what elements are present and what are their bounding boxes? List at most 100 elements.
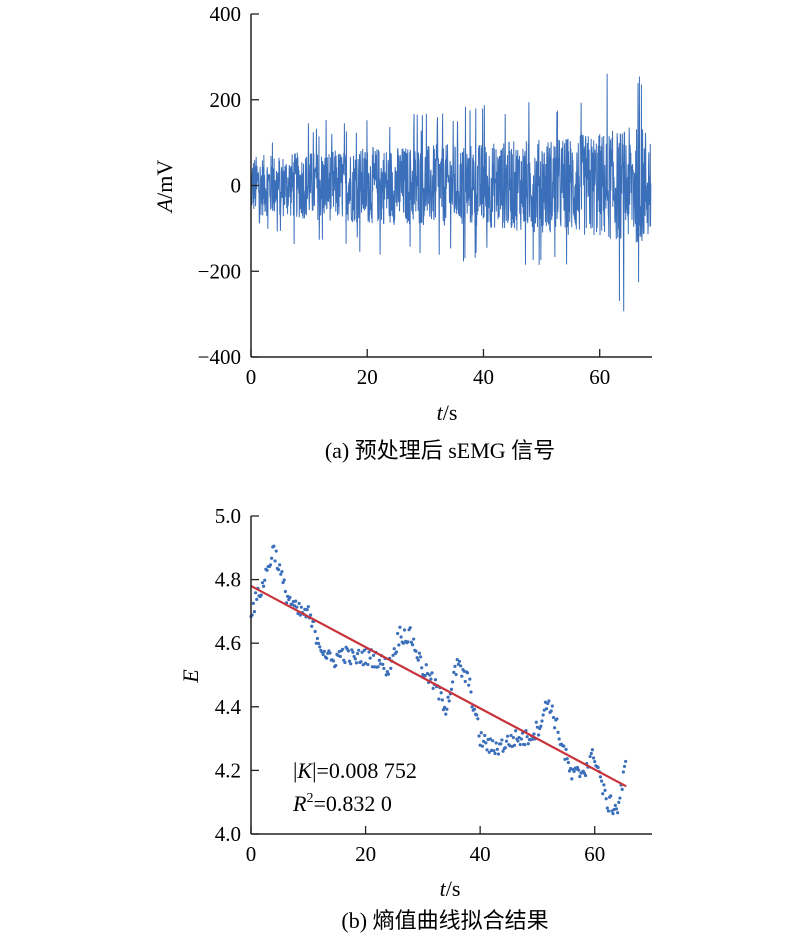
entropy-point — [589, 751, 593, 756]
chart-a-axes: −400 −200 0 200 400 0 20 40 60 — [198, 2, 652, 389]
entropy-point — [268, 563, 273, 567]
entropy-point — [334, 663, 338, 668]
entropy-point — [331, 659, 336, 663]
entropy-point — [610, 809, 614, 813]
entropy-point — [551, 715, 556, 720]
entropy-point — [562, 744, 566, 748]
entropy-point — [509, 733, 513, 738]
entropy-point — [463, 679, 467, 684]
entropy-point — [503, 746, 507, 750]
entropy-point — [539, 724, 543, 728]
entropy-point — [346, 649, 350, 653]
entropy-point — [429, 677, 433, 681]
entropy-point — [446, 695, 450, 699]
chart-a-y-tick-label: −400 — [198, 345, 241, 369]
entropy-point — [347, 659, 352, 663]
entropy-point — [355, 651, 360, 656]
entropy-point — [459, 664, 463, 668]
entropy-point — [541, 713, 545, 717]
entropy-point — [526, 742, 530, 746]
entropy-point — [317, 641, 321, 646]
emg-signal-trace — [250, 73, 652, 312]
entropy-point — [367, 650, 371, 654]
entropy-point — [391, 653, 395, 657]
chart-a-y-label: A/mV — [152, 160, 177, 215]
entropy-point — [251, 601, 255, 605]
chart-b-y-tick-label: 4.6 — [215, 631, 241, 655]
entropy-point — [547, 699, 551, 703]
entropy-point — [517, 735, 521, 740]
entropy-point — [575, 765, 580, 770]
entropy-point — [570, 777, 574, 781]
entropy-point — [376, 665, 380, 669]
annotation-k: |K|=0.008 752 — [293, 758, 417, 783]
entropy-point — [453, 664, 457, 668]
entropy-point — [620, 787, 624, 792]
entropy-point — [418, 655, 423, 659]
entropy-point — [583, 773, 588, 778]
entropy-point — [414, 649, 418, 653]
entropy-point — [298, 613, 302, 617]
entropy-point — [260, 581, 265, 585]
entropy-point — [433, 678, 438, 682]
entropy-point — [294, 599, 298, 603]
entropy-point — [514, 729, 518, 733]
entropy-point — [590, 748, 595, 752]
entropy-point — [318, 645, 322, 649]
entropy-point — [299, 605, 304, 609]
entropy-point — [609, 794, 613, 798]
chart-b-x-tick-label: 0 — [246, 842, 257, 866]
entropy-point — [614, 807, 619, 811]
chart-a-x-tick-label: 60 — [589, 365, 610, 389]
entropy-point — [531, 737, 535, 741]
entropy-point — [518, 742, 522, 747]
entropy-point — [401, 641, 405, 645]
entropy-point — [288, 595, 292, 599]
entropy-point — [425, 671, 430, 676]
chart-b-caption: (b) 熵值曲线拟合结果 — [341, 908, 548, 933]
entropy-point — [611, 812, 615, 816]
entropy-point — [415, 656, 419, 660]
entropy-point — [382, 666, 386, 671]
entropy-point — [546, 701, 550, 706]
entropy-point — [381, 662, 385, 666]
entropy-point — [272, 544, 276, 548]
annotation-r2: R2=0.832 0 — [292, 791, 392, 816]
entropy-point — [553, 726, 557, 730]
entropy-point — [253, 591, 258, 595]
entropy-point — [567, 769, 572, 773]
entropy-point — [420, 666, 424, 670]
entropy-point — [467, 683, 471, 687]
entropy-point — [399, 635, 403, 639]
entropy-point — [593, 760, 597, 764]
entropy-point — [352, 654, 356, 659]
entropy-point — [430, 671, 434, 675]
entropy-point — [491, 739, 495, 743]
entropy-point — [470, 705, 474, 709]
chart-b-x-tick-label: 20 — [355, 842, 376, 866]
entropy-point — [564, 747, 568, 752]
chart-b-axes: 4.0 4.2 4.4 4.6 4.8 5.0 0 20 40 60 — [215, 504, 652, 866]
entropy-point — [550, 704, 554, 708]
entropy-point — [392, 647, 396, 651]
entropy-point — [402, 628, 407, 632]
entropy-point — [485, 748, 489, 752]
entropy-point — [306, 605, 310, 609]
entropy-point — [359, 660, 363, 664]
entropy-point — [280, 570, 284, 574]
entropy-point — [259, 593, 263, 597]
entropy-point — [452, 670, 456, 675]
entropy-point — [479, 731, 483, 735]
entropy-point — [273, 559, 277, 563]
entropy-point — [397, 643, 401, 647]
chart-b: 4.0 4.2 4.4 4.6 4.8 5.0 0 20 40 60 E t/s (b) 熵值曲线… — [178, 504, 652, 933]
entropy-point — [549, 709, 553, 713]
chart-b-x-label: t/s — [440, 876, 461, 901]
entropy-point — [283, 589, 287, 594]
entropy-point — [444, 712, 448, 716]
entropy-point — [454, 672, 458, 677]
entropy-point — [270, 556, 274, 560]
entropy-point — [313, 629, 317, 634]
entropy-point — [368, 656, 372, 660]
entropy-point — [536, 733, 541, 737]
